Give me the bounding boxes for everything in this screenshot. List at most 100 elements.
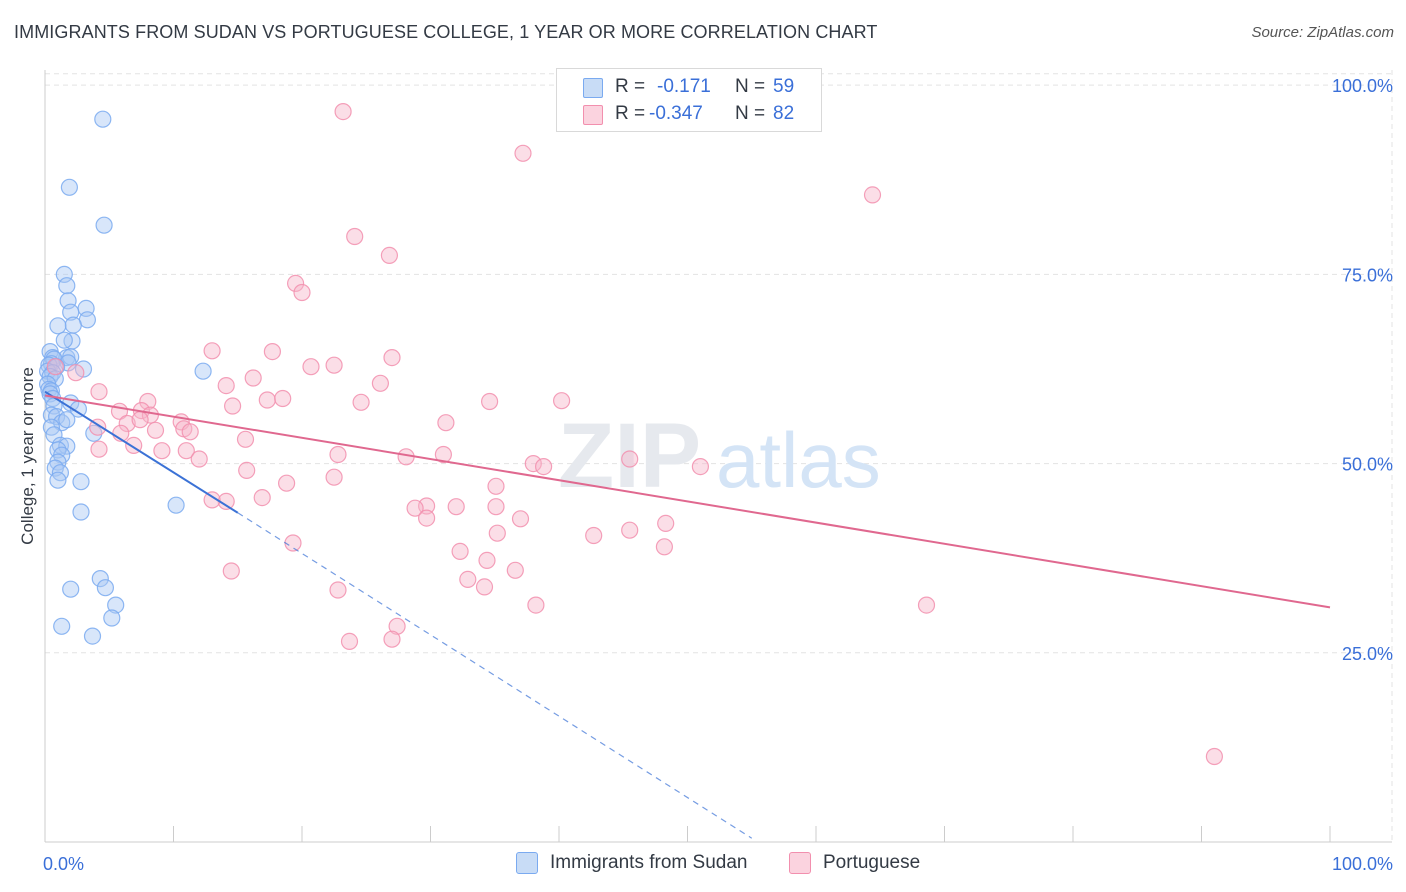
data-point: [238, 461, 256, 479]
data-point: [83, 627, 102, 645]
data-point: [524, 455, 542, 473]
y-tick-label-25: 25.0%: [1342, 644, 1393, 664]
data-point: [62, 580, 80, 598]
trend-lines: [44, 390, 1331, 839]
data-point: [46, 358, 64, 376]
series-sudan-points: [38, 110, 212, 645]
data-point: [691, 458, 710, 476]
trend-extension-sudan: [237, 512, 753, 839]
data-point: [383, 349, 401, 367]
legend-item-sudan[interactable]: Immigrants from Sudan: [516, 852, 747, 874]
data-point: [103, 609, 121, 627]
data-point: [478, 551, 496, 570]
data-point: [325, 356, 343, 374]
data-point: [274, 389, 292, 408]
data-point: [506, 561, 524, 579]
data-point: [96, 579, 115, 597]
y-tick-label-100: 100.0%: [1332, 76, 1393, 96]
legend-swatch-sudan: [516, 852, 538, 874]
data-point: [329, 445, 347, 464]
data-point: [621, 450, 639, 468]
data-point: [293, 283, 311, 302]
n-label: N =: [735, 103, 766, 124]
data-point: [329, 581, 347, 599]
r-label: R =: [615, 103, 646, 124]
y-tick-label-75: 75.0%: [1342, 265, 1393, 285]
data-point: [325, 468, 343, 486]
data-point: [167, 496, 185, 514]
data-point: [60, 178, 79, 196]
data-point: [287, 274, 305, 292]
data-point: [67, 364, 85, 382]
r-label: R =: [615, 76, 646, 97]
legend-item-portuguese[interactable]: Portuguese: [789, 852, 920, 874]
data-point: [334, 102, 352, 121]
data-point: [863, 186, 882, 204]
data-point: [475, 578, 494, 596]
data-point: [418, 509, 436, 527]
series-portuguese-points: [46, 102, 1224, 766]
data-point: [488, 524, 506, 542]
data-point: [371, 374, 389, 392]
watermark-atlas: atlas: [716, 416, 881, 504]
data-point: [177, 442, 195, 460]
data-point: [72, 473, 90, 491]
data-point: [131, 411, 149, 429]
data-point: [90, 440, 108, 458]
data-point: [222, 562, 240, 580]
data-point: [224, 397, 242, 415]
data-point: [284, 534, 302, 552]
data-point: [263, 343, 281, 361]
gridlines: [45, 70, 1393, 842]
tick-labels: 25.0% 50.0% 75.0% 100.0% 0.0% 100.0%: [43, 76, 1393, 874]
stats-legend-row-portuguese: R = -0.347 N = 82: [557, 101, 821, 129]
data-point: [53, 414, 71, 432]
data-point: [236, 430, 255, 448]
data-point: [139, 392, 157, 411]
data-points: [38, 102, 1224, 766]
x-tick-label-left: 0.0%: [43, 854, 84, 874]
legend-swatch-sudan: [583, 78, 603, 98]
data-point: [447, 498, 465, 516]
data-point: [451, 542, 469, 561]
data-point: [181, 423, 199, 441]
data-point: [655, 538, 674, 556]
data-point: [346, 227, 364, 246]
y-tick-label-50: 50.0%: [1342, 455, 1393, 475]
data-point: [253, 489, 271, 507]
data-point: [917, 596, 936, 614]
data-point: [49, 471, 67, 489]
data-point: [621, 521, 639, 539]
axes: [44, 70, 1392, 843]
data-point: [527, 596, 545, 614]
data-point: [388, 617, 406, 635]
legend-swatch-portuguese: [583, 105, 603, 125]
data-point: [406, 499, 424, 517]
data-point: [153, 442, 171, 460]
data-point: [585, 526, 603, 545]
data-point: [258, 391, 276, 409]
data-point: [90, 383, 108, 401]
r-value: -0.171: [657, 76, 711, 97]
data-point: [657, 514, 675, 533]
data-point: [487, 477, 505, 495]
data-point: [340, 632, 359, 651]
stats-legend: R = -0.171 N = 59 R = -0.347 N = 82: [556, 68, 822, 132]
r-value: -0.347: [649, 103, 703, 124]
data-point: [278, 474, 296, 492]
data-point: [203, 491, 221, 509]
data-point: [511, 510, 530, 528]
data-point: [217, 377, 235, 395]
data-point: [58, 277, 76, 295]
data-point: [534, 458, 553, 476]
data-point: [95, 216, 113, 234]
data-point: [194, 362, 212, 380]
data-point: [552, 392, 571, 410]
data-point: [55, 331, 73, 349]
n-value: 82: [773, 103, 795, 124]
data-point: [58, 411, 76, 429]
data-point: [481, 392, 499, 411]
stats-legend-row-sudan: R = -0.171 N = 59: [557, 74, 821, 102]
data-point: [72, 503, 90, 521]
